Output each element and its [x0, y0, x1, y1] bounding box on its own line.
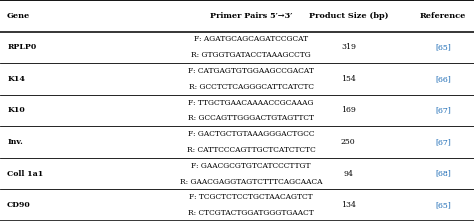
Text: F: CATGAGTGTGGAAGCCGACAT: F: CATGAGTGTGGAAGCCGACAT — [188, 67, 314, 75]
Text: 94: 94 — [344, 170, 353, 178]
Text: 134: 134 — [341, 201, 356, 209]
Text: Reference: Reference — [420, 12, 466, 20]
Text: 250: 250 — [341, 138, 356, 146]
Text: R: GTGGTGATACCTAAAGCCTG: R: GTGGTGATACCTAAAGCCTG — [191, 51, 311, 59]
Text: 169: 169 — [341, 107, 356, 114]
Text: [67]: [67] — [435, 107, 451, 114]
Text: F: AGATGCAGCAGATCCGCAT: F: AGATGCAGCAGATCCGCAT — [194, 35, 308, 44]
Text: K10: K10 — [7, 107, 25, 114]
Text: R: CATTCCCAGTTGCTCATCTCTC: R: CATTCCCAGTTGCTCATCTCTC — [187, 146, 316, 154]
Text: Product Size (bp): Product Size (bp) — [309, 12, 388, 20]
Text: [68]: [68] — [435, 170, 451, 178]
Text: [66]: [66] — [435, 75, 451, 83]
Text: R: CTCGTACTGGATGGGTGAACT: R: CTCGTACTGGATGGGTGAACT — [188, 209, 314, 217]
Text: CD90: CD90 — [7, 201, 31, 209]
Text: Primer Pairs 5′→3′: Primer Pairs 5′→3′ — [210, 12, 292, 20]
Text: R: GCCTCTCAGGGCATTCATCTC: R: GCCTCTCAGGGCATTCATCTC — [189, 83, 314, 91]
Text: F: GAACGCGTGTCATCCCTTGT: F: GAACGCGTGTCATCCCTTGT — [191, 162, 311, 170]
Text: R: GAACGAGGTAGTCTTTCAGCAACA: R: GAACGAGGTAGTCTTTCAGCAACA — [180, 177, 322, 186]
Text: F: TCGCTCTCCTGCTAACAGTCT: F: TCGCTCTCCTGCTAACAGTCT — [190, 193, 313, 201]
Text: Coll 1a1: Coll 1a1 — [7, 170, 43, 178]
Text: F: GACTGCTGTAAAGGGACTGCC: F: GACTGCTGTAAAGGGACTGCC — [188, 130, 314, 138]
Text: [65]: [65] — [435, 201, 451, 209]
Text: 154: 154 — [341, 75, 356, 83]
Text: Inv.: Inv. — [7, 138, 23, 146]
Text: Gene: Gene — [7, 12, 30, 20]
Text: [67]: [67] — [435, 138, 451, 146]
Text: RPLP0: RPLP0 — [7, 43, 36, 51]
Text: K14: K14 — [7, 75, 25, 83]
Text: 319: 319 — [341, 43, 356, 51]
Text: R: GCCAGTTGGGACTGTAGTTCT: R: GCCAGTTGGGACTGTAGTTCT — [188, 114, 314, 122]
Text: F: TTGCTGAACAAAACCGCAAAG: F: TTGCTGAACAAAACCGCAAAG — [189, 99, 314, 107]
Text: [65]: [65] — [435, 43, 451, 51]
